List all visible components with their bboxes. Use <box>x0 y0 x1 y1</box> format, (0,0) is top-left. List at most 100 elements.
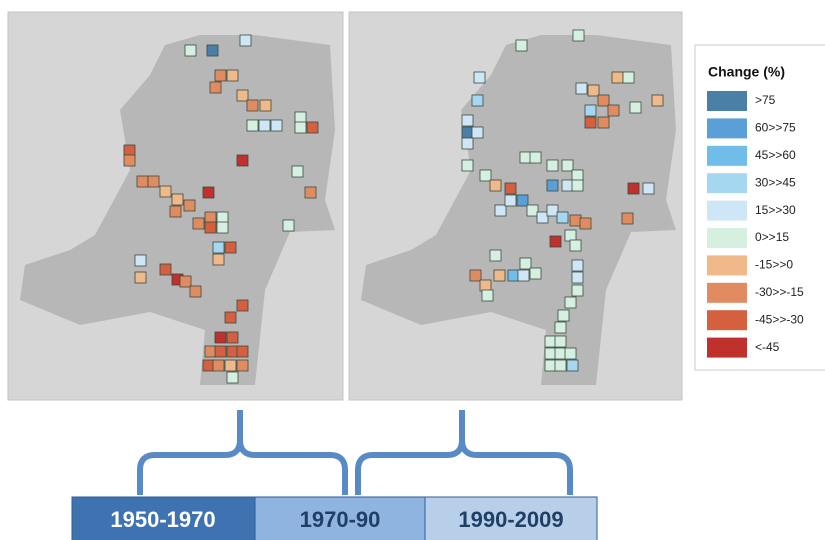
bracket-right <box>355 410 573 495</box>
legend-swatch <box>707 337 747 358</box>
grid-cell <box>216 221 229 234</box>
grid-cell <box>202 359 215 372</box>
grid-cell <box>204 211 217 224</box>
grid-cell <box>516 194 529 207</box>
grid-cell <box>544 335 557 348</box>
grid-cell <box>216 211 229 224</box>
grid-cell <box>214 69 227 82</box>
grid-cell <box>189 285 202 298</box>
grid-cell <box>566 359 579 372</box>
grid-cell <box>270 119 283 132</box>
grid-cell <box>206 44 219 57</box>
legend-swatch <box>707 255 747 276</box>
legend-label: -30>>-15 <box>755 285 804 299</box>
grid-cell <box>226 69 239 82</box>
grid-cell <box>239 34 252 47</box>
grid-cell <box>179 275 192 288</box>
grid-cell <box>556 211 569 224</box>
grid-cell <box>489 179 502 192</box>
grid-cell <box>571 284 584 297</box>
legend-label: -15>>0 <box>755 258 793 272</box>
grid-cell <box>629 101 642 114</box>
grid-cell <box>212 253 225 266</box>
grid-cell <box>571 259 584 272</box>
grid-cell <box>597 94 610 107</box>
grid-cell <box>572 29 585 42</box>
grid-cell <box>258 119 271 132</box>
grid-cell <box>123 144 136 157</box>
legend-label: 45>>60 <box>755 148 796 162</box>
timeline-label: 1970-90 <box>300 507 381 532</box>
grid-cell <box>621 212 634 225</box>
grid-cell <box>226 371 239 384</box>
grid-cell <box>569 239 582 252</box>
grid-cell <box>507 269 520 282</box>
grid-cell <box>236 299 249 312</box>
grid-cell <box>236 154 249 167</box>
grid-cell <box>192 217 205 230</box>
grid-cell <box>546 204 559 217</box>
land-shape <box>361 35 676 385</box>
grid-cell <box>579 217 592 230</box>
grid-cell <box>246 119 259 132</box>
grid-cell <box>494 204 507 217</box>
grid-cell <box>159 185 172 198</box>
grid-cell <box>471 126 484 139</box>
legend-label: 15>>30 <box>755 203 796 217</box>
grid-cell <box>584 116 597 129</box>
grid-cell <box>651 94 664 107</box>
legend: >75 60>>75 45>>60 30>>45 15>>30 0>>15 -15>>0 -3… <box>707 91 804 358</box>
legend-swatch <box>707 118 747 139</box>
grid-cell <box>183 199 196 212</box>
grid-cell <box>554 321 567 334</box>
grid-cell <box>546 179 559 192</box>
grid-cell <box>259 99 272 112</box>
timeline-label: 1990-2009 <box>458 507 563 532</box>
grid-cell <box>169 205 182 218</box>
timeline-segment <box>424 496 598 540</box>
legend-swatch <box>707 228 747 248</box>
grid-cell <box>584 104 597 117</box>
grid-cell <box>564 229 577 242</box>
grid-cell <box>519 257 532 270</box>
grid-cell <box>461 137 474 150</box>
grid-cell <box>473 71 486 84</box>
grid-cell <box>212 241 225 254</box>
grid-cell <box>571 179 584 192</box>
legend-label: 60>>75 <box>755 121 796 135</box>
grid-cell <box>134 271 147 284</box>
grid-cell <box>461 114 474 127</box>
grid-cell <box>564 347 577 360</box>
grid-cell <box>471 94 484 107</box>
grid-cell <box>134 254 147 267</box>
grid-cell <box>536 211 549 224</box>
grid-cell <box>642 182 655 195</box>
legend-label: 0>>15 <box>755 230 789 244</box>
grid-cell <box>461 159 474 172</box>
grid-cell <box>479 279 492 292</box>
grid-cell <box>171 193 184 206</box>
grid-cell <box>236 345 249 358</box>
grid-cell <box>294 111 307 124</box>
timeline-label: 1950-1970 <box>110 507 215 532</box>
grid-cell <box>564 296 577 309</box>
grid-cell <box>461 126 474 139</box>
bracket-left <box>137 410 348 495</box>
grid-cell <box>554 347 567 360</box>
grid-cell <box>597 116 610 129</box>
legend-swatch <box>707 91 747 111</box>
grid-cell <box>226 345 239 358</box>
grid-cell <box>569 214 582 227</box>
grid-cell <box>575 82 588 95</box>
grid-cell <box>544 347 557 360</box>
grid-cell <box>571 271 584 284</box>
grid-cell <box>529 267 542 280</box>
grid-cell <box>236 89 249 102</box>
grid-cell <box>304 186 317 199</box>
grid-cell <box>554 335 567 348</box>
timeline-segment <box>71 496 256 540</box>
grid-cell <box>611 71 624 84</box>
timeline-segment <box>254 496 426 540</box>
grid-cell <box>504 194 517 207</box>
grid-cell <box>493 269 506 282</box>
